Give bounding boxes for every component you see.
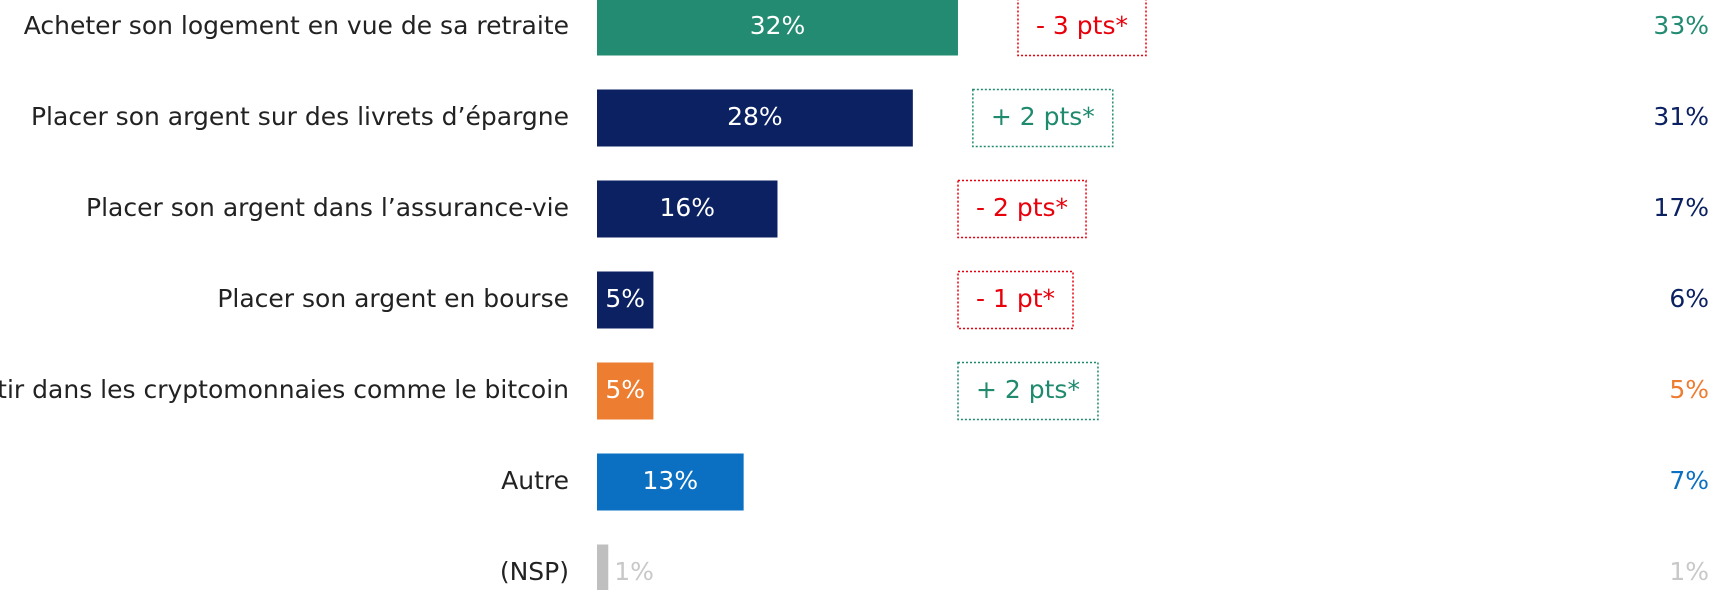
value-label: 5% bbox=[605, 375, 645, 404]
bar bbox=[597, 544, 609, 590]
category-label: Placer son argent sur des livrets d’épar… bbox=[31, 102, 569, 131]
comparison-label: 5% bbox=[1669, 375, 1709, 404]
change-annotation: - 1 pt* bbox=[976, 284, 1055, 313]
change-annotation: + 2 pts* bbox=[976, 375, 1080, 404]
value-label: 32% bbox=[750, 11, 806, 40]
bar bbox=[597, 180, 778, 238]
comparison-label: 7% bbox=[1669, 466, 1709, 495]
comparison-label: 17% bbox=[1653, 193, 1709, 222]
category-label: Acheter son logement en vue de sa retrai… bbox=[24, 11, 569, 40]
comparison-label: 1% bbox=[1669, 557, 1709, 586]
annotation-box bbox=[1017, 0, 1147, 57]
value-label: 1% bbox=[614, 557, 654, 586]
comparison-label: 31% bbox=[1653, 102, 1709, 131]
value-label: 28% bbox=[727, 102, 783, 131]
bar bbox=[597, 0, 958, 56]
category-label: Investir dans les cryptomonnaies comme l… bbox=[0, 375, 569, 404]
category-label: Autre bbox=[501, 466, 569, 495]
annotation-box bbox=[957, 361, 1099, 421]
value-label: 13% bbox=[643, 466, 699, 495]
change-annotation: + 2 pts* bbox=[991, 102, 1095, 131]
value-label: 16% bbox=[659, 193, 715, 222]
bar bbox=[597, 362, 654, 420]
change-annotation: - 3 pts* bbox=[1036, 11, 1128, 40]
category-label: Placer son argent en bourse bbox=[217, 284, 569, 313]
bar bbox=[597, 89, 913, 147]
change-annotation: - 2 pts* bbox=[976, 193, 1068, 222]
annotation-box bbox=[972, 88, 1114, 148]
bar bbox=[597, 271, 654, 329]
annotation-box bbox=[957, 179, 1087, 239]
comparison-label: 6% bbox=[1669, 284, 1709, 313]
category-label: Placer son argent dans l’assurance-vie bbox=[86, 193, 569, 222]
value-label: 5% bbox=[605, 284, 645, 313]
bar bbox=[597, 453, 744, 511]
comparison-label: 33% bbox=[1653, 11, 1709, 40]
category-label: (NSP) bbox=[500, 557, 569, 586]
annotation-box bbox=[957, 270, 1074, 330]
